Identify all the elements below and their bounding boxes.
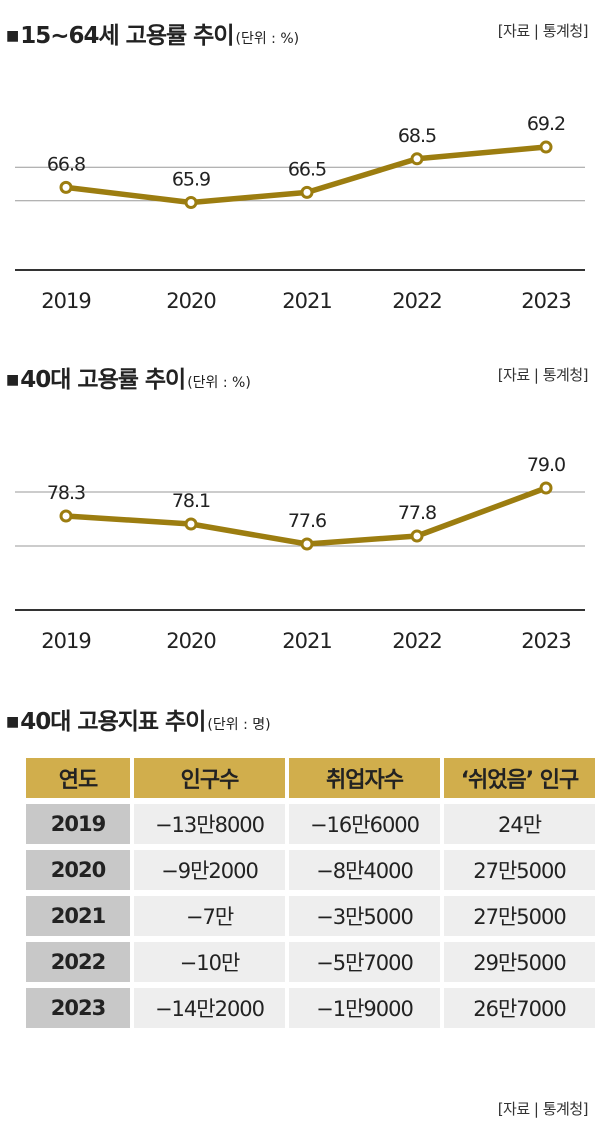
- table-row: 2019 −13만8000 −16만6000 24만: [26, 804, 595, 844]
- table-cell-year: 2022: [26, 942, 130, 982]
- table-header-row: 연도 인구수 취업자수 ‘쉬었음’ 인구: [26, 758, 595, 798]
- chart1-point-2021: [300, 185, 314, 199]
- column-header-year: 연도: [26, 758, 130, 798]
- table-cell: −13만8000: [134, 804, 285, 844]
- table-cell: 27만5000: [444, 850, 595, 890]
- table-cell: 26만7000: [444, 988, 595, 1028]
- chart1-point-2019: [59, 180, 73, 194]
- chart1-line-chart: 66.8 2019 65.9 2020 66.5 2021 68.5 2022 69.2 2023: [15, 113, 585, 313]
- table-cell-year: 2021: [26, 896, 130, 936]
- chart2-x-tick-2022: 2022: [392, 629, 441, 653]
- chart1-point-2022: [410, 152, 424, 166]
- employment-indicator-table: 연도 인구수 취업자수 ‘쉬었음’ 인구 2019 −13만8000 −16만6…: [22, 752, 599, 1034]
- table-cell-year: 2019: [26, 804, 130, 844]
- table-cell: 24만: [444, 804, 595, 844]
- chart1-header: ■15~64세 고용률 추이 (단위 : %) [자료 | 통계청]: [0, 12, 600, 49]
- column-header-employed: 취업자수: [289, 758, 440, 798]
- table-row: 2023 −14만2000 −1만9000 26만7000: [26, 988, 595, 1028]
- chart1-point-2020: [184, 195, 198, 209]
- chart1-x-tick-2021: 2021: [282, 289, 331, 313]
- table-unit: (단위 : 명): [207, 717, 271, 733]
- table-cell: −1만9000: [289, 988, 440, 1028]
- table-source: [자료 | 통계청]: [497, 1100, 589, 1118]
- table-cell: 27만5000: [444, 896, 595, 936]
- chart2-point-2019: [59, 509, 73, 523]
- table-row: 2021 −7만 −3만5000 27만5000: [26, 896, 595, 936]
- table-cell: −5만7000: [289, 942, 440, 982]
- column-header-population: 인구수: [134, 758, 285, 798]
- chart1-source: [자료 | 통계청]: [497, 22, 589, 40]
- chart1-unit: (단위 : %): [235, 31, 300, 47]
- chart2-value-label-2019: 78.3: [47, 482, 85, 504]
- chart1-value-label-2022: 68.5: [398, 125, 436, 147]
- chart2-point-2022: [410, 529, 424, 543]
- chart1-x-tick-2022: 2022: [392, 289, 441, 313]
- chart2-point-2021: [300, 537, 314, 551]
- chart2-value-label-2022: 77.8: [398, 502, 436, 524]
- chart2-x-tick-2019: 2019: [41, 629, 90, 653]
- chart2-value-label-2020: 78.1: [172, 490, 210, 512]
- chart1-value-label-2019: 66.8: [47, 153, 85, 175]
- column-header-resting: ‘쉬었음’ 인구: [444, 758, 595, 798]
- chart1-x-tick-2023: 2023: [521, 289, 570, 313]
- chart1-value-label-2020: 65.9: [172, 168, 210, 190]
- chart1-value-label-2023: 69.2: [527, 113, 565, 135]
- table-cell-year: 2020: [26, 850, 130, 890]
- chart2-x-tick-2023: 2023: [521, 629, 570, 653]
- chart2-line-chart: 78.3 2019 78.1 2020 77.6 2021 77.8 2022 79.0 2023: [15, 454, 585, 653]
- chart1-title: ■15~64세 고용률 추이 (단위 : %): [6, 23, 300, 49]
- chart1-value-label-2021: 66.5: [288, 158, 326, 180]
- table-cell: 29만5000: [444, 942, 595, 982]
- table-cell: −10만: [134, 942, 285, 982]
- chart2-title: ■40대 고용률 추이 (단위 : %): [6, 367, 251, 393]
- chart2-unit: (단위 : %): [187, 375, 251, 391]
- chart1-x-tick-2019: 2019: [41, 289, 90, 313]
- table-cell-year: 2023: [26, 988, 130, 1028]
- chart2-value-label-2023: 79.0: [527, 454, 565, 476]
- table-cell: −14만2000: [134, 988, 285, 1028]
- chart2-point-2020: [184, 517, 198, 531]
- chart2-source: [자료 | 통계청]: [497, 366, 589, 384]
- chart2-x-tick-2021: 2021: [282, 629, 331, 653]
- table-cell: −9만2000: [134, 850, 285, 890]
- table-title-text: 40대 고용지표 추이: [20, 709, 206, 735]
- table-cell: −3만5000: [289, 896, 440, 936]
- table-row: 2020 −9만2000 −8만4000 27만5000: [26, 850, 595, 890]
- chart2-point-2023: [539, 481, 553, 495]
- table-cell: −8만4000: [289, 850, 440, 890]
- table-cell: −7만: [134, 896, 285, 936]
- table-title: ■40대 고용지표 추이 (단위 : 명): [6, 709, 271, 735]
- table-cell: −16만6000: [289, 804, 440, 844]
- chart2-header: ■40대 고용률 추이 (단위 : %) [자료 | 통계청]: [0, 356, 600, 393]
- table-header: ■40대 고용지표 추이 (단위 : 명): [0, 698, 600, 735]
- chart1-x-tick-2020: 2020: [166, 289, 215, 313]
- chart2-value-label-2021: 77.6: [288, 510, 326, 532]
- chart1-point-2023: [539, 140, 553, 154]
- chart2-x-tick-2020: 2020: [166, 629, 215, 653]
- chart2-title-text: 40대 고용률 추이: [20, 367, 186, 393]
- table-row: 2022 −10만 −5만7000 29만5000: [26, 942, 595, 982]
- chart1-title-text: 15~64세 고용률 추이: [20, 23, 234, 49]
